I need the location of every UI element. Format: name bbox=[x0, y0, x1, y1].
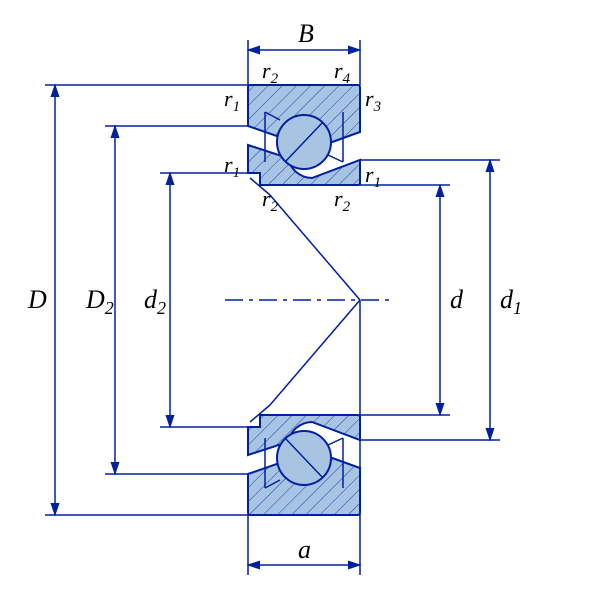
bearing-diagram: B D D2 d2 d d1 bbox=[0, 0, 600, 600]
label-D2-main: D bbox=[85, 285, 105, 314]
label-D: D bbox=[27, 285, 47, 314]
bottom-ring-section bbox=[248, 300, 360, 515]
dim-d1: d1 bbox=[360, 160, 522, 440]
dim-D2: D2 bbox=[85, 126, 248, 474]
label-r2-br: r2 bbox=[334, 186, 351, 215]
label-D2-sub: 2 bbox=[105, 298, 114, 318]
label-a: a bbox=[298, 535, 311, 564]
svg-text:D2: D2 bbox=[85, 285, 114, 318]
label-r3-tr: r3 bbox=[365, 86, 381, 115]
svg-text:d2: d2 bbox=[144, 285, 166, 318]
label-r4-tr: r4 bbox=[334, 58, 351, 87]
dim-D: D bbox=[27, 85, 248, 515]
label-r1-bl: r1 bbox=[224, 152, 240, 181]
label-r1-tl: r1 bbox=[224, 86, 240, 115]
label-r2-tl: r2 bbox=[262, 58, 279, 87]
svg-text:d1: d1 bbox=[500, 285, 522, 318]
label-B: B bbox=[298, 19, 314, 48]
label-d2-main: d bbox=[144, 285, 158, 314]
label-d1-main: d bbox=[500, 285, 514, 314]
label-r2-bl: r2 bbox=[262, 186, 279, 215]
label-d: d bbox=[450, 285, 464, 314]
label-r1-br: r1 bbox=[365, 162, 381, 191]
label-d2-sub: 2 bbox=[157, 298, 166, 318]
label-d1-sub: 1 bbox=[513, 298, 522, 318]
